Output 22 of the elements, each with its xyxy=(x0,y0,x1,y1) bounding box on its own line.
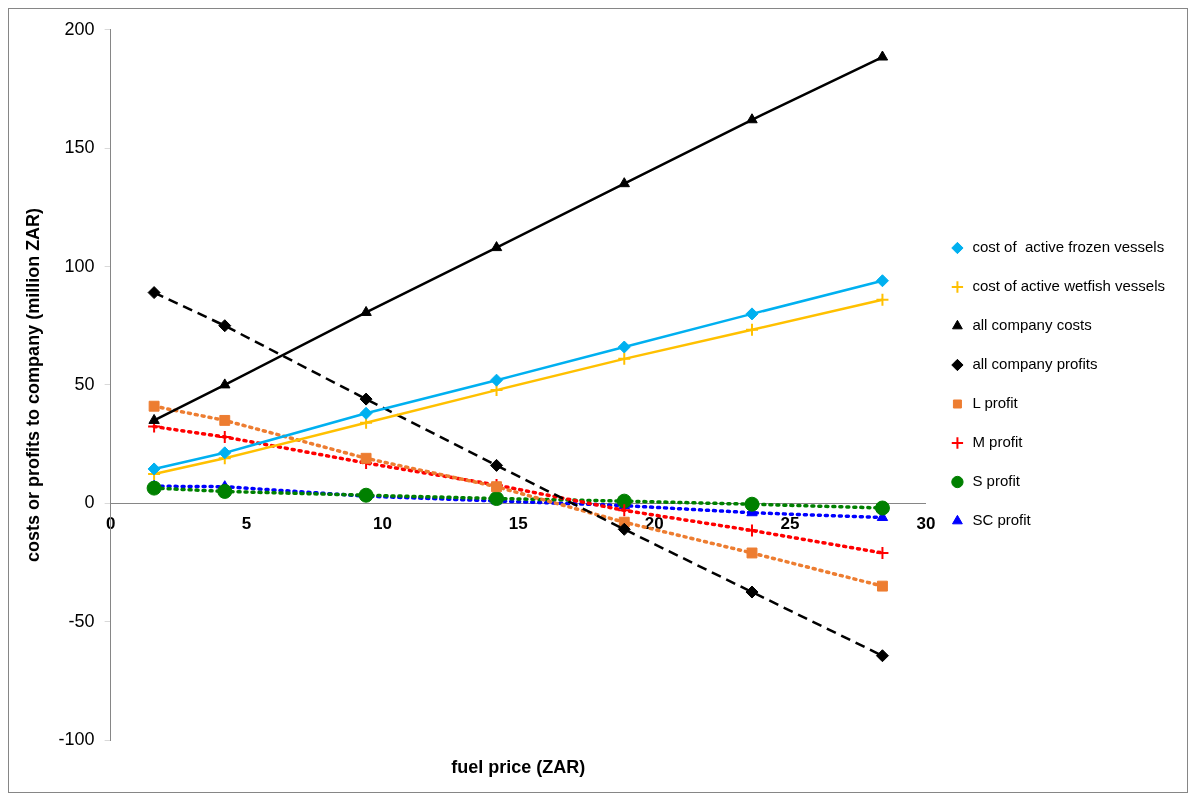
x-tick-label: 10 xyxy=(372,514,392,534)
legend-label: all company profits xyxy=(972,355,1098,373)
y-axis-title: costs or profits to company (million ZAR) xyxy=(22,207,43,562)
legend-label: cost of active wetfish vessels xyxy=(972,277,1165,295)
x-tick-label: 25 xyxy=(780,514,800,534)
y-tick-label: 0 xyxy=(84,492,95,513)
y-tick-label: 100 xyxy=(64,255,95,276)
y-tick-label: -100 xyxy=(58,728,95,749)
y-tick-label: 150 xyxy=(64,137,95,158)
legend-label: SC profit xyxy=(972,511,1032,529)
legend-label: cost of active frozen vessels xyxy=(972,238,1165,256)
legend-label: all company costs xyxy=(972,316,1092,334)
y-tick-label: 50 xyxy=(74,373,95,394)
x-tick-label: 15 xyxy=(508,514,528,534)
x-tick-label: 5 xyxy=(241,514,252,534)
legend-label: L profit xyxy=(972,394,1019,412)
legend-label: S profit xyxy=(972,472,1021,490)
x-tick-label: 30 xyxy=(916,514,936,534)
y-tick-label: 200 xyxy=(64,18,95,39)
x-axis-title: fuel price (ZAR) xyxy=(451,756,586,777)
legend-label: M profit xyxy=(972,433,1024,451)
y-tick-label: -50 xyxy=(68,610,95,631)
